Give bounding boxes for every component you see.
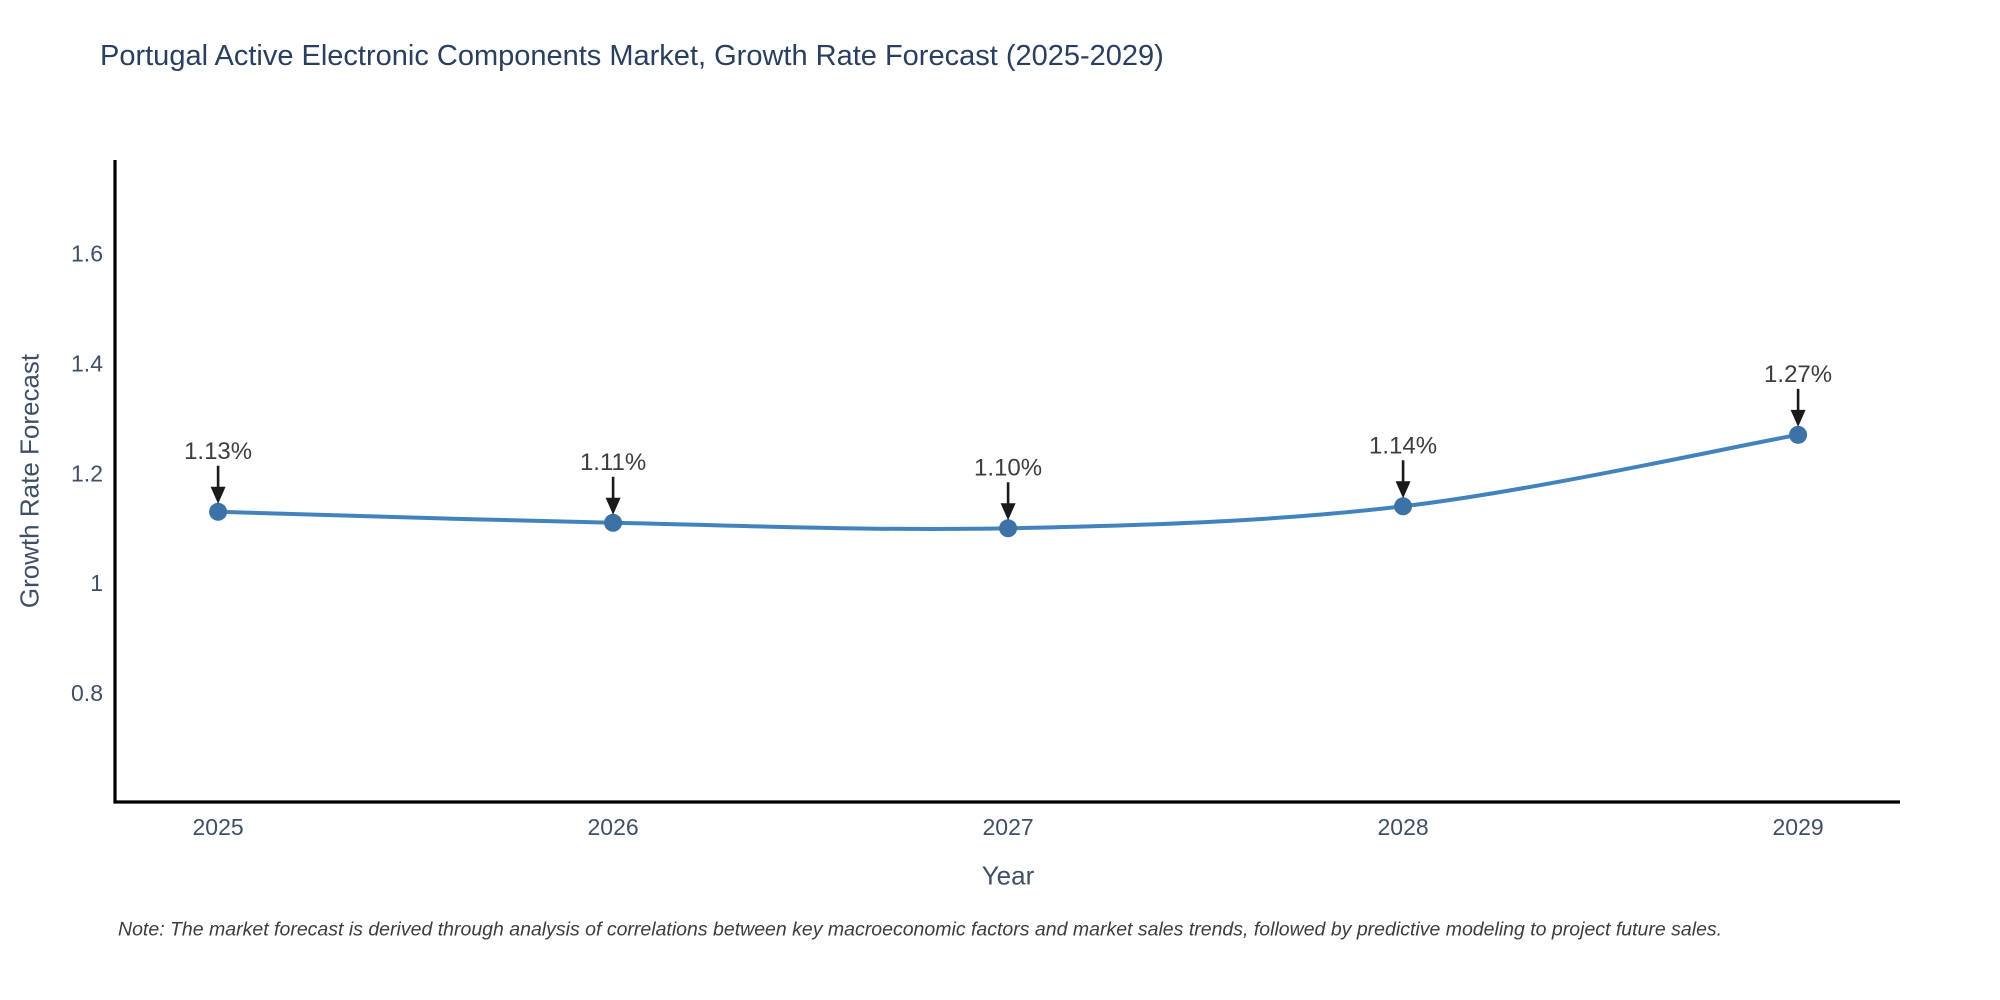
x-tick-label: 2028 [1378,814,1429,840]
annotation-arrowhead-icon [1000,503,1016,521]
y-tick-label: 1 [90,570,103,596]
data-point-marker[interactable] [209,502,228,521]
x-tick-label: 2029 [1773,814,1824,840]
x-tick-label: 2026 [588,814,639,840]
y-tick-label: 1.2 [71,460,103,486]
y-tick-label: 1.4 [71,350,103,376]
data-point-marker[interactable] [1394,497,1413,516]
annotation-arrowhead-icon [605,497,621,515]
data-point-marker[interactable] [1789,425,1808,444]
chart-title: Portugal Active Electronic Components Ma… [100,40,1164,72]
y-axis-title: Growth Rate Forecast [14,353,45,609]
data-point-marker[interactable] [999,519,1018,538]
annotation-arrowhead-icon [1790,409,1806,427]
point-annotation-label: 1.11% [580,449,646,476]
point-annotation-label: 1.14% [1369,432,1437,459]
chart-note: Note: The market forecast is derived thr… [118,918,1723,941]
x-tick-label: 2025 [193,814,244,840]
annotation-arrowhead-icon [1395,481,1411,499]
annotation-arrowhead-icon [210,486,226,504]
data-point-marker[interactable] [604,513,623,532]
point-annotation-label: 1.13% [184,438,252,465]
y-tick-label: 0.8 [71,680,103,706]
y-tick-label: 1.6 [71,240,103,266]
point-annotation-label: 1.27% [1764,361,1832,388]
x-axis-title: Year [981,860,1035,891]
point-annotation-label: 1.10% [974,454,1042,481]
x-tick-label: 2027 [983,814,1034,840]
